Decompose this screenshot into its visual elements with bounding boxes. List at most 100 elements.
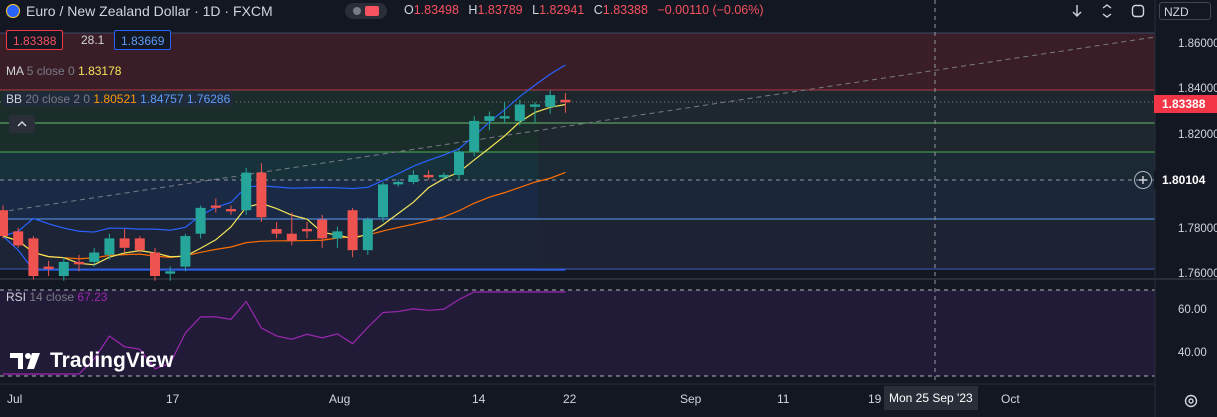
price-tick: 1.86000 bbox=[1178, 38, 1217, 50]
wave-icon bbox=[365, 6, 379, 16]
flag-icon bbox=[6, 4, 20, 18]
ohlc-values: O1.83498 H1.83789 L1.82941 C1.83388 −0.0… bbox=[404, 3, 764, 17]
dot-icon bbox=[353, 7, 361, 15]
high-value: 1.83789 bbox=[477, 3, 523, 17]
price-tick: 1.76000 bbox=[1178, 268, 1217, 280]
bb-basis-value: 1.80521 bbox=[93, 92, 137, 106]
currency-select[interactable]: NZD bbox=[1159, 2, 1211, 20]
rsi-band bbox=[0, 290, 1155, 376]
candle-body bbox=[530, 104, 540, 107]
candle-body bbox=[302, 229, 312, 232]
bb-lower-line bbox=[2, 235, 566, 271]
candle-body bbox=[74, 261, 84, 265]
price-tick: 1.82000 bbox=[1178, 129, 1217, 141]
tradingview-logo-icon bbox=[10, 353, 40, 369]
candle-body bbox=[514, 104, 525, 121]
time-tick: Jul bbox=[7, 392, 23, 406]
candle-body bbox=[89, 252, 100, 262]
arrow-down-icon bbox=[1072, 5, 1082, 17]
crosshair-date-tag: Mon 25 Sep '23 bbox=[884, 386, 978, 410]
crosshair-price-tag: 1.80104 bbox=[1154, 171, 1217, 189]
candle-body bbox=[150, 252, 160, 276]
time-tick: 14 bbox=[472, 392, 486, 406]
close-value: 1.83388 bbox=[602, 3, 648, 17]
candle-body bbox=[347, 210, 358, 251]
time-tick: 19 bbox=[868, 392, 882, 406]
settings-icon bbox=[1184, 394, 1198, 408]
square-icon bbox=[1131, 4, 1145, 18]
price-tick: 1.84000 bbox=[1178, 83, 1217, 95]
fullscreen-button[interactable] bbox=[1127, 0, 1149, 22]
low-value: 1.82941 bbox=[539, 3, 585, 17]
candle-body bbox=[408, 174, 419, 182]
spread-value: 28.1 bbox=[81, 33, 105, 47]
candle-body bbox=[469, 120, 480, 152]
crosshair-plus-button[interactable] bbox=[1134, 171, 1152, 189]
ma-value: 1.83178 bbox=[78, 64, 122, 78]
buy-button[interactable]: 1.83669 bbox=[114, 30, 172, 50]
candle-body bbox=[165, 271, 176, 274]
rsi-legend[interactable]: RSI 14 close 67.23 bbox=[6, 290, 108, 304]
bb-legend[interactable]: BB 20 close 2 0 1.80521 1.84757 1.76286 bbox=[3, 92, 234, 106]
candle-body bbox=[0, 210, 8, 237]
last-price-tag: 1.83388 bbox=[1154, 95, 1217, 113]
candle-body bbox=[58, 261, 69, 276]
time-tick: Sep bbox=[680, 392, 702, 406]
trend-line-dashed bbox=[0, 36, 1156, 213]
candle-body bbox=[378, 184, 388, 218]
candle-body bbox=[43, 266, 54, 269]
plus-icon bbox=[1139, 176, 1147, 184]
sell-button[interactable]: 1.83388 bbox=[6, 30, 64, 50]
expand-button[interactable] bbox=[1096, 0, 1118, 22]
tradingview-watermark: TradingView bbox=[10, 349, 173, 373]
candle-body bbox=[195, 207, 206, 234]
candle-body bbox=[241, 172, 252, 211]
candle-body bbox=[28, 238, 39, 276]
time-tick: Oct bbox=[1001, 392, 1020, 406]
candle-body bbox=[454, 151, 464, 175]
bb-lower-value: 1.76286 bbox=[186, 92, 231, 106]
open-value: 1.83498 bbox=[413, 3, 459, 17]
settings-button[interactable] bbox=[1180, 390, 1202, 412]
arrow-down-button[interactable] bbox=[1066, 0, 1088, 22]
bb-upper-value: 1.84757 bbox=[140, 92, 184, 106]
zone-forecast bbox=[538, 90, 1155, 270]
visibility-toggle[interactable] bbox=[345, 3, 387, 19]
candle-body bbox=[499, 116, 510, 119]
symbol-header[interactable]: Euro / New Zealand Dollar · 1D · FXCM bbox=[0, 0, 273, 22]
time-tick: 11 bbox=[777, 392, 790, 406]
candle-body bbox=[210, 205, 221, 208]
symbol-title[interactable]: Euro / New Zealand Dollar · 1D · FXCM bbox=[26, 3, 273, 19]
candle-body bbox=[560, 99, 571, 103]
rsi-tick: 60.00 bbox=[1178, 304, 1207, 316]
candle-body bbox=[393, 182, 404, 185]
candle-body bbox=[332, 231, 343, 239]
ma-legend[interactable]: MA 5 close 0 1.83178 bbox=[6, 64, 122, 78]
candle-body bbox=[13, 231, 24, 246]
watermark-text: TradingView bbox=[50, 349, 174, 372]
zone-red bbox=[0, 33, 1155, 90]
change-value: −0.00110 (−0.06%) bbox=[657, 3, 764, 17]
rsi-line bbox=[3, 291, 566, 375]
candle-body bbox=[362, 219, 373, 251]
candle-body bbox=[317, 219, 328, 239]
chevron-up-icon bbox=[17, 121, 27, 127]
candle-body bbox=[104, 238, 115, 255]
candle-body bbox=[438, 174, 449, 178]
candle-body bbox=[271, 229, 282, 234]
candle-body bbox=[180, 236, 191, 267]
candle-body bbox=[286, 233, 297, 241]
rsi-value: 67.23 bbox=[77, 290, 108, 304]
time-tick: 17 bbox=[166, 392, 180, 406]
ma-line bbox=[2, 103, 566, 266]
rsi-tick: 40.00 bbox=[1178, 347, 1207, 359]
candle-body bbox=[484, 116, 495, 121]
candle-body bbox=[119, 238, 130, 248]
time-tick: 22 bbox=[563, 392, 577, 406]
collapse-legend-button[interactable] bbox=[9, 115, 35, 133]
price-tick: 1.78000 bbox=[1178, 223, 1217, 235]
candle-body bbox=[423, 174, 434, 178]
candle-body bbox=[256, 172, 267, 218]
candle-body bbox=[226, 209, 236, 212]
